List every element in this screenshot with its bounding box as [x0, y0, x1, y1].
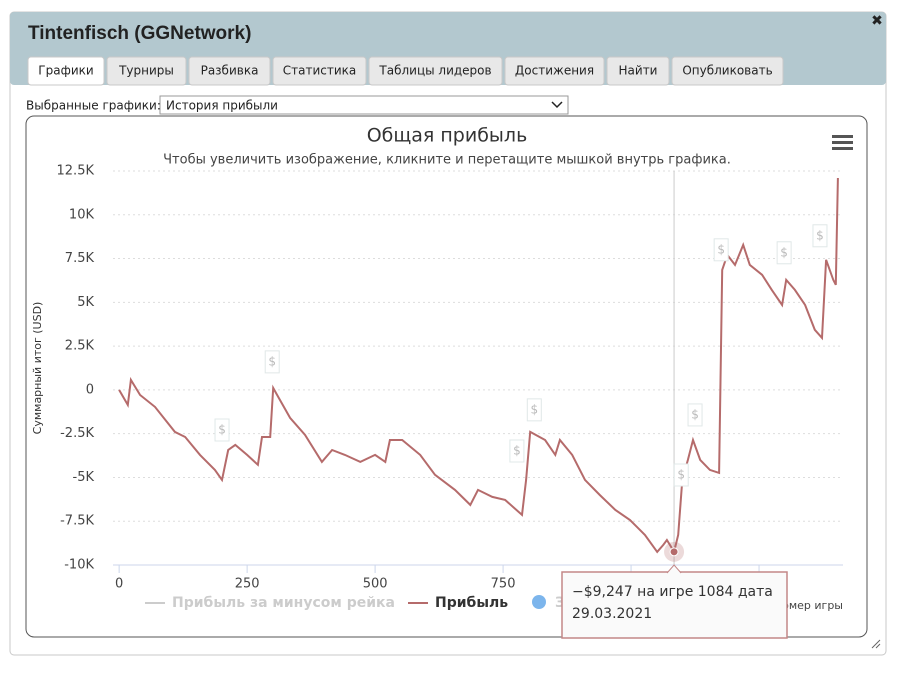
x-tick-label: 750 — [491, 577, 516, 592]
resize-handle — [871, 639, 881, 649]
y-tick-label: 10K — [69, 207, 95, 222]
chart-title: Общая прибыль — [367, 125, 528, 147]
flag-label: $ — [691, 407, 699, 421]
x-axis-title: Номер игры — [774, 599, 843, 612]
highlight-point — [669, 547, 679, 557]
window-title: Tintenfisch (GGNetwork) — [28, 23, 251, 44]
tab-label: Найти — [619, 64, 658, 78]
plot: 12.5K 10K 7.5K 5K 2.5K 0 -2.5K -5K -7.5K -10K 0 250… — [57, 164, 843, 639]
flag-label: $ — [677, 467, 685, 481]
tab-label: Графики — [38, 64, 93, 78]
flag-label: $ — [780, 245, 788, 259]
y-tick-label: 12.5K — [57, 164, 95, 179]
tab-label: Турниры — [118, 64, 174, 78]
legend-entry[interactable]: Прибыль за минусом рейка — [172, 595, 395, 611]
menu-button[interactable] — [832, 135, 853, 150]
tab[interactable] — [27, 56, 105, 86]
y-tick-label: 5K — [77, 295, 94, 310]
selector-label: Выбранные графики: — [26, 99, 161, 113]
y-tick-label: -5K — [73, 470, 95, 485]
tooltip — [561, 571, 788, 639]
flag — [673, 463, 689, 487]
chart-frame — [25, 115, 868, 638]
tab-label: Достижения — [515, 64, 594, 78]
tab-label: Разбивка — [201, 64, 259, 78]
selector-value: История прибыли — [166, 99, 278, 113]
flag — [812, 224, 828, 248]
flag-label: $ — [513, 444, 521, 458]
tab[interactable] — [272, 56, 367, 86]
tooltip-text: −$9,247 на игре 1084 дата — [572, 584, 773, 600]
flag — [687, 403, 703, 427]
tab[interactable] — [504, 56, 605, 86]
tab[interactable] — [368, 56, 503, 86]
tabs: Графики Турниры Разбивка Статистика Таблицы … — [27, 56, 784, 86]
tab[interactable] — [671, 56, 784, 86]
flag-label: $ — [816, 228, 824, 242]
y-tick-label: 0 — [86, 382, 94, 397]
legend-entry[interactable]: Прибыль — [435, 595, 508, 611]
tab[interactable] — [106, 56, 187, 86]
flag-label: $ — [268, 354, 276, 368]
tab-label: Таблицы лидеров — [378, 64, 491, 78]
close-button[interactable]: ✖ — [871, 13, 883, 29]
y-tick-label: 7.5K — [65, 251, 95, 266]
flag — [526, 398, 542, 422]
chart-subtitle: Чтобы увеличить изображение, кликните и … — [163, 153, 731, 168]
tab-label: Опубликовать — [682, 64, 772, 78]
y-tick-label: -2.5K — [60, 426, 94, 441]
y-tick-label: 2.5K — [65, 339, 95, 354]
y-tick-label: -7.5K — [60, 514, 94, 529]
tooltip-text: 29.03.2021 — [572, 606, 652, 622]
flag — [713, 238, 729, 262]
flag-label: $ — [717, 242, 725, 256]
chart-selector[interactable] — [159, 95, 569, 115]
tooltip-pointer — [666, 564, 682, 574]
tab-label: Статистика — [283, 64, 357, 78]
flag-label: $ — [530, 402, 538, 416]
tab[interactable] — [606, 56, 670, 86]
y-tick-label: -10K — [64, 558, 94, 573]
flag-label: $ — [218, 422, 226, 436]
flag — [264, 350, 280, 374]
legend-symbol — [532, 595, 546, 609]
y-axis-title: Суммарный итог (USD) — [31, 302, 44, 435]
profit-line — [118, 177, 839, 555]
x-tick-label: 500 — [363, 577, 388, 592]
x-tick-label: 0 — [115, 577, 123, 592]
flag — [214, 418, 230, 442]
flag — [776, 241, 792, 265]
x-tick-label: 250 — [235, 577, 260, 592]
selector-arrow — [551, 101, 563, 109]
flag — [509, 439, 525, 463]
tab[interactable] — [188, 56, 271, 86]
